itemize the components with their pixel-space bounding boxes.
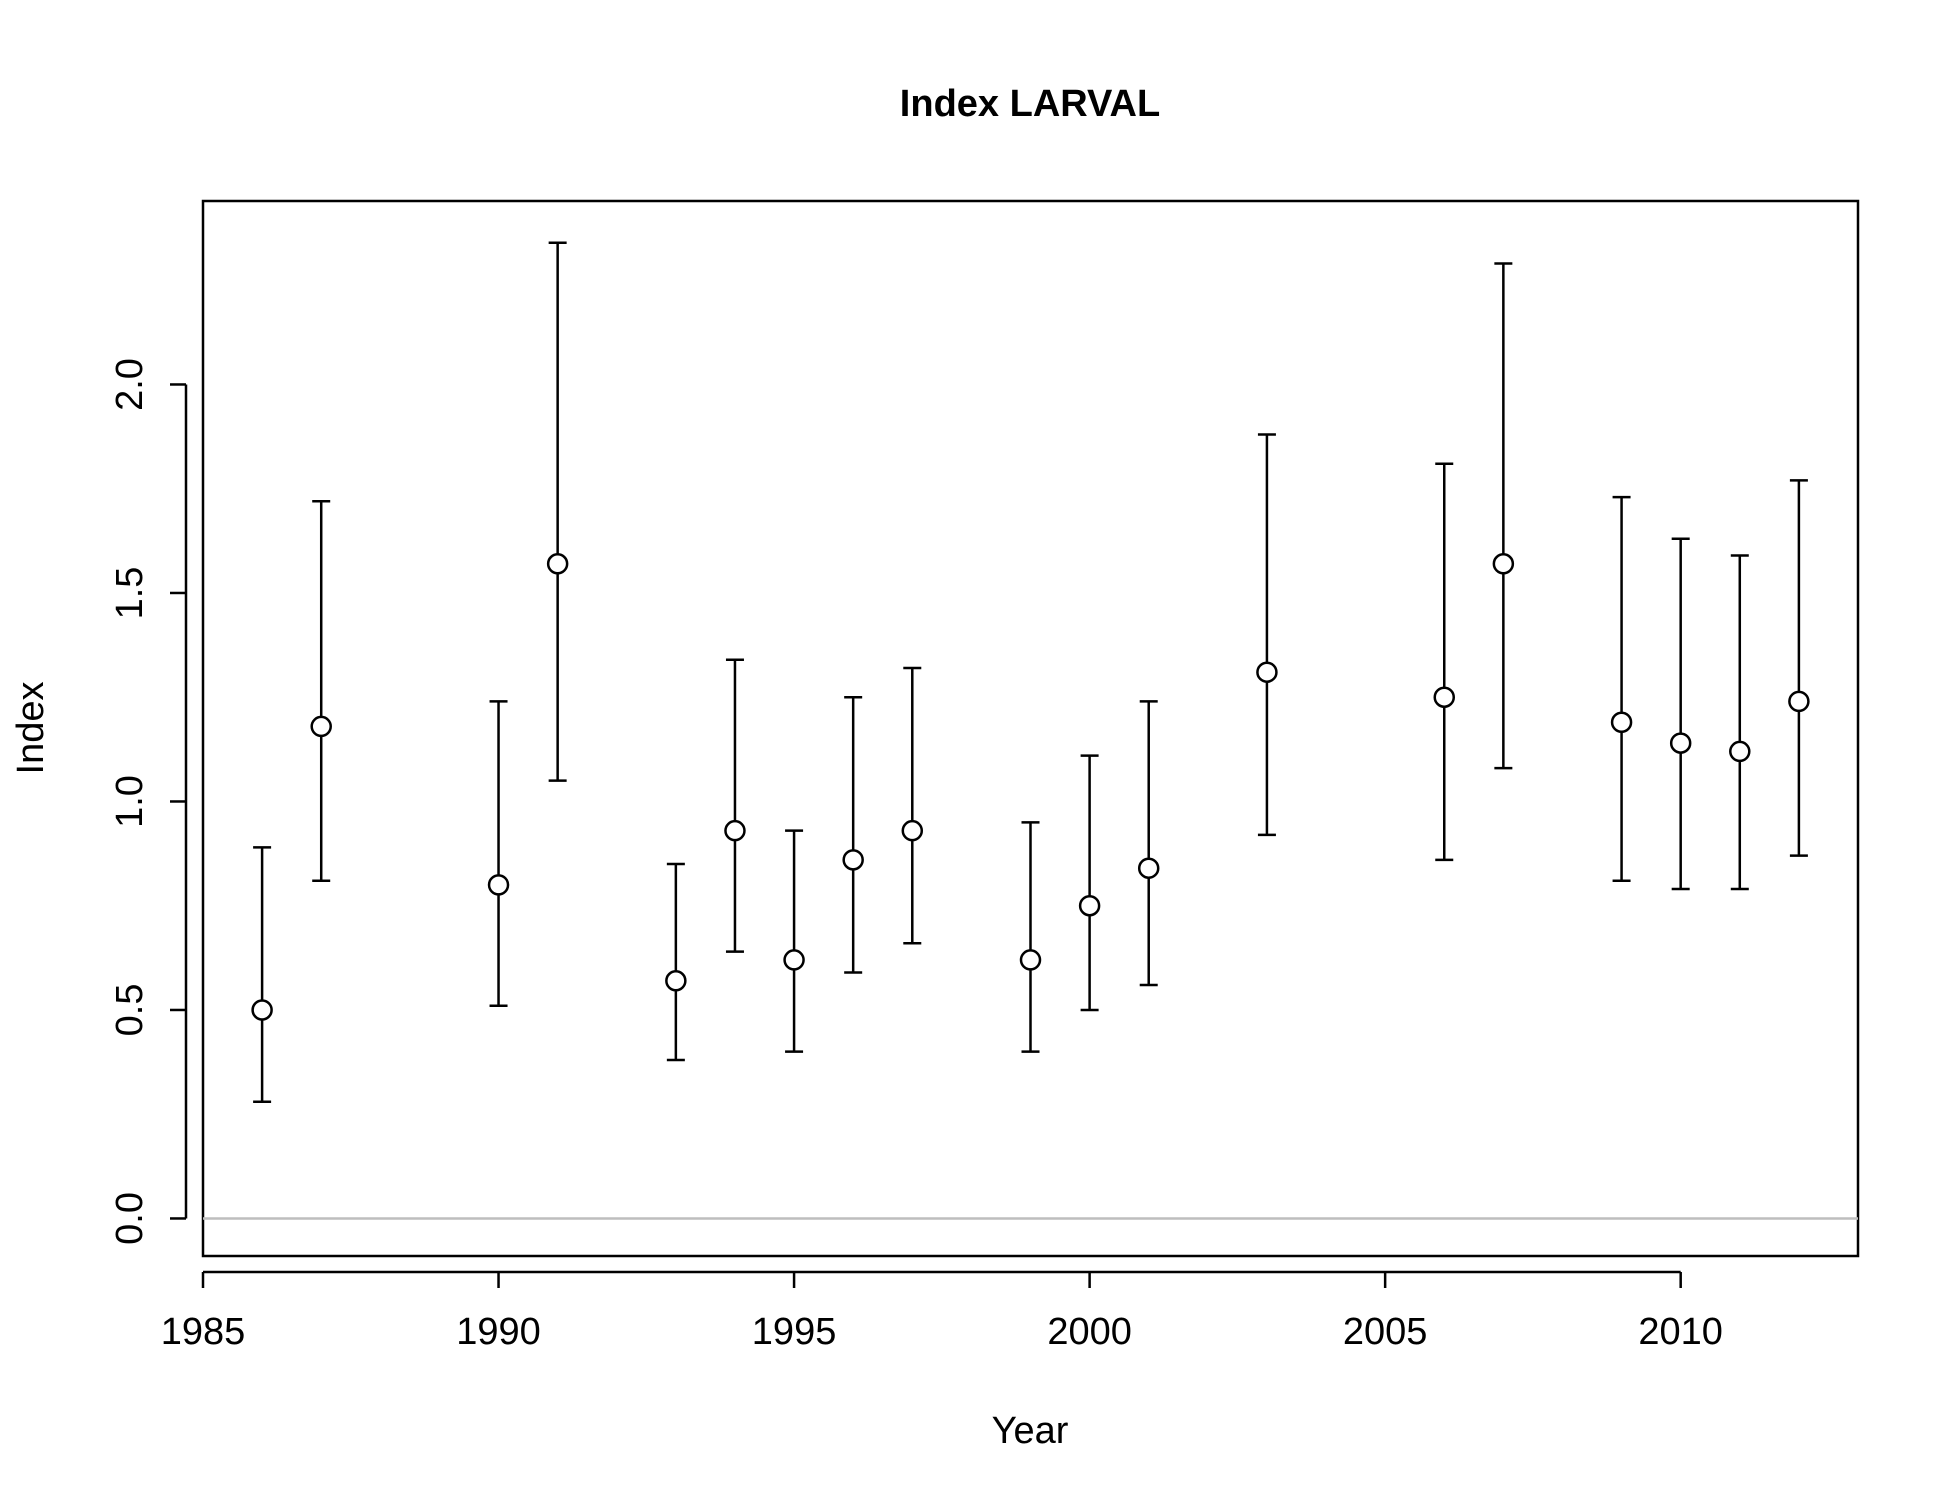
chart-title: Index LARVAL <box>900 83 1160 125</box>
x-tick-label: 1985 <box>161 1311 246 1353</box>
error-bar <box>1435 462 1454 862</box>
data-point <box>1729 740 1751 763</box>
error-bar <box>844 695 863 974</box>
y-axis: 0.0 0.5 1.0 1.5 2.0 <box>109 358 188 1245</box>
y-tick-label: 0.5 <box>109 984 151 1037</box>
error-bars <box>253 241 1808 1103</box>
error-bar <box>312 499 331 882</box>
data-point <box>901 819 924 842</box>
error-bar <box>253 846 272 1103</box>
x-tick-label: 2010 <box>1638 1311 1723 1353</box>
plot-frame <box>201 199 1860 1258</box>
x-axis: 1985 1990 1995 2000 2005 2010 <box>161 1270 1723 1353</box>
data-points <box>251 553 1810 1021</box>
data-point <box>1433 686 1455 708</box>
error-bar <box>903 666 922 945</box>
error-bar <box>1730 554 1749 891</box>
data-point <box>1610 711 1633 733</box>
x-tick-label: 2005 <box>1343 1311 1428 1353</box>
error-bar <box>1257 433 1276 837</box>
data-point <box>1669 732 1692 754</box>
data-point <box>251 999 273 1021</box>
y-axis-label: Index <box>10 682 52 775</box>
y-tick-label: 1.5 <box>109 567 151 620</box>
error-bar <box>1080 754 1099 1012</box>
data-point <box>310 715 332 738</box>
error-bar <box>1671 537 1690 891</box>
x-axis-label: Year <box>992 1410 1069 1452</box>
error-bar <box>548 241 567 782</box>
data-point <box>665 970 687 992</box>
y-tick-label: 0.0 <box>109 1192 151 1245</box>
error-bar <box>785 829 804 1053</box>
data-point <box>724 819 746 842</box>
x-tick-label: 2000 <box>1047 1311 1132 1353</box>
error-bar <box>666 862 685 1062</box>
x-tick-label: 1990 <box>456 1311 541 1353</box>
error-bar <box>489 700 508 1008</box>
error-bar <box>1612 495 1631 882</box>
data-point <box>842 849 864 871</box>
error-bar <box>725 658 744 953</box>
error-bar <box>1139 700 1158 987</box>
x-tick-label: 1995 <box>752 1311 837 1353</box>
data-point <box>1256 661 1278 683</box>
error-bar <box>1789 479 1808 857</box>
y-tick-label: 1.0 <box>109 775 151 828</box>
data-point <box>487 874 510 896</box>
data-point <box>546 553 569 575</box>
data-point <box>1019 949 1042 971</box>
error-bar <box>1494 262 1513 770</box>
data-point <box>783 949 805 971</box>
y-tick-label: 2.0 <box>109 358 151 411</box>
error-bar <box>1021 821 1040 1053</box>
data-point <box>1492 553 1515 575</box>
data-point <box>1078 894 1101 917</box>
data-point <box>1137 857 1160 879</box>
data-point <box>1788 690 1810 713</box>
